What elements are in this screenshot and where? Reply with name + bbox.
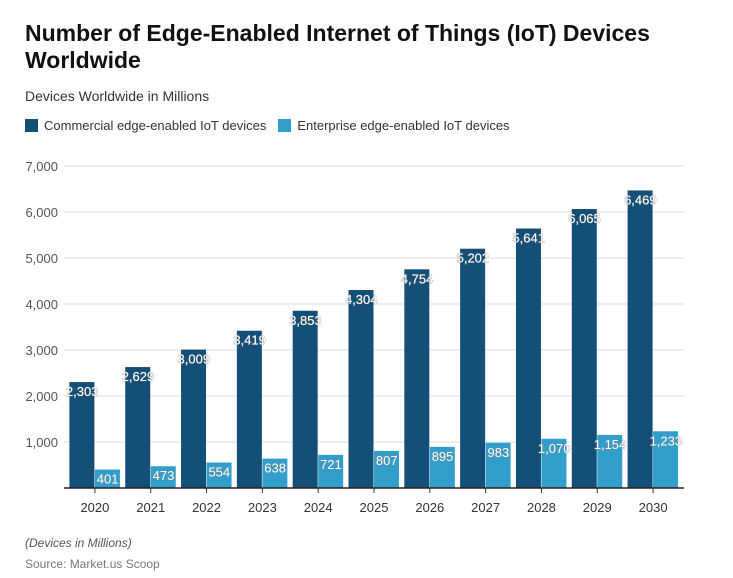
data-label: 721 — [320, 457, 342, 472]
x-tick-label: 2021 — [136, 500, 165, 515]
x-tick-label: 2025 — [360, 500, 389, 515]
x-tick-label: 2028 — [527, 500, 556, 515]
x-tick-label: 2023 — [248, 500, 277, 515]
bar-commercial — [181, 349, 207, 488]
x-tick-label: 2030 — [639, 500, 668, 515]
bar-enterprise — [541, 438, 567, 488]
data-label: 5,202 — [457, 251, 490, 266]
data-label: 3,419 — [233, 333, 266, 348]
y-tick-label: 3,000 — [25, 343, 58, 358]
x-tick-label: 2029 — [583, 500, 612, 515]
data-label: 6,469 — [624, 192, 657, 207]
bar-commercial — [236, 330, 262, 488]
data-label: 1,233 — [650, 433, 683, 448]
data-label: 473 — [153, 468, 175, 483]
x-tick-label: 2022 — [192, 500, 221, 515]
y-tick-label: 2,000 — [25, 389, 58, 404]
bar-enterprise — [318, 454, 344, 488]
legend-label: Commercial edge-enabled IoT devices — [44, 118, 267, 133]
y-tick-label: 1,000 — [25, 435, 58, 450]
legend: Commercial edge-enabled IoT devices Ente… — [25, 118, 510, 133]
bar-commercial — [460, 248, 486, 488]
x-tick-label: 2020 — [80, 500, 109, 515]
bar-enterprise — [485, 442, 511, 488]
x-tick-label: 2024 — [304, 500, 333, 515]
legend-item-commercial: Commercial edge-enabled IoT devices — [25, 118, 266, 133]
data-label: 2,629 — [122, 369, 155, 384]
data-label: 895 — [432, 449, 454, 464]
data-label: 807 — [376, 453, 398, 468]
data-label: 638 — [264, 461, 286, 476]
data-label: 2,303 — [66, 384, 99, 399]
bar-commercial — [571, 209, 597, 488]
y-tick-label: 6,000 — [25, 205, 58, 220]
data-label: 1,070 — [538, 441, 571, 456]
data-label: 5,641 — [512, 231, 545, 246]
x-tick-label: 2026 — [415, 500, 444, 515]
chart-title: Number of Edge-Enabled Internet of Thing… — [25, 20, 650, 73]
x-tick-label: 2027 — [471, 500, 500, 515]
bar-enterprise — [597, 434, 623, 488]
legend-item-enterprise: Enterprise edge-enabled IoT devices — [278, 118, 510, 133]
data-label: 6,065 — [568, 211, 601, 226]
bar-enterprise — [374, 450, 399, 488]
chart-note: (Devices in Millions) — [25, 536, 132, 550]
y-tick-label: 7,000 — [25, 159, 58, 174]
bar-commercial — [69, 382, 95, 488]
bar-commercial — [348, 290, 374, 488]
bar-enterprise — [94, 469, 120, 488]
data-label: 4,304 — [345, 292, 378, 307]
data-label: 401 — [97, 472, 119, 487]
legend-label: Enterprise edge-enabled IoT devices — [297, 118, 510, 133]
data-label: 554 — [208, 465, 230, 480]
data-label: 983 — [488, 445, 510, 460]
legend-swatch — [278, 119, 292, 132]
data-label: 4,754 — [401, 271, 434, 286]
bar-enterprise — [206, 462, 232, 488]
chart-subtitle: Devices Worldwide in Millions — [25, 88, 210, 104]
bar-commercial — [292, 310, 318, 488]
data-label: 1,154 — [594, 437, 627, 452]
bar-commercial — [125, 367, 151, 488]
data-label: 3,853 — [289, 313, 322, 328]
bar-enterprise — [150, 466, 176, 488]
bar-commercial — [515, 228, 541, 488]
bar-commercial — [627, 190, 653, 488]
legend-swatch — [25, 119, 38, 132]
data-label: 3,009 — [178, 352, 211, 367]
bar-enterprise — [429, 446, 455, 488]
y-tick-label: 5,000 — [25, 251, 58, 266]
bar-enterprise — [653, 431, 679, 488]
chart-source: Source: Market.us Scoop — [25, 557, 160, 571]
y-tick-label: 4,000 — [25, 297, 58, 312]
bar-commercial — [404, 269, 430, 488]
bar-enterprise — [262, 458, 288, 488]
